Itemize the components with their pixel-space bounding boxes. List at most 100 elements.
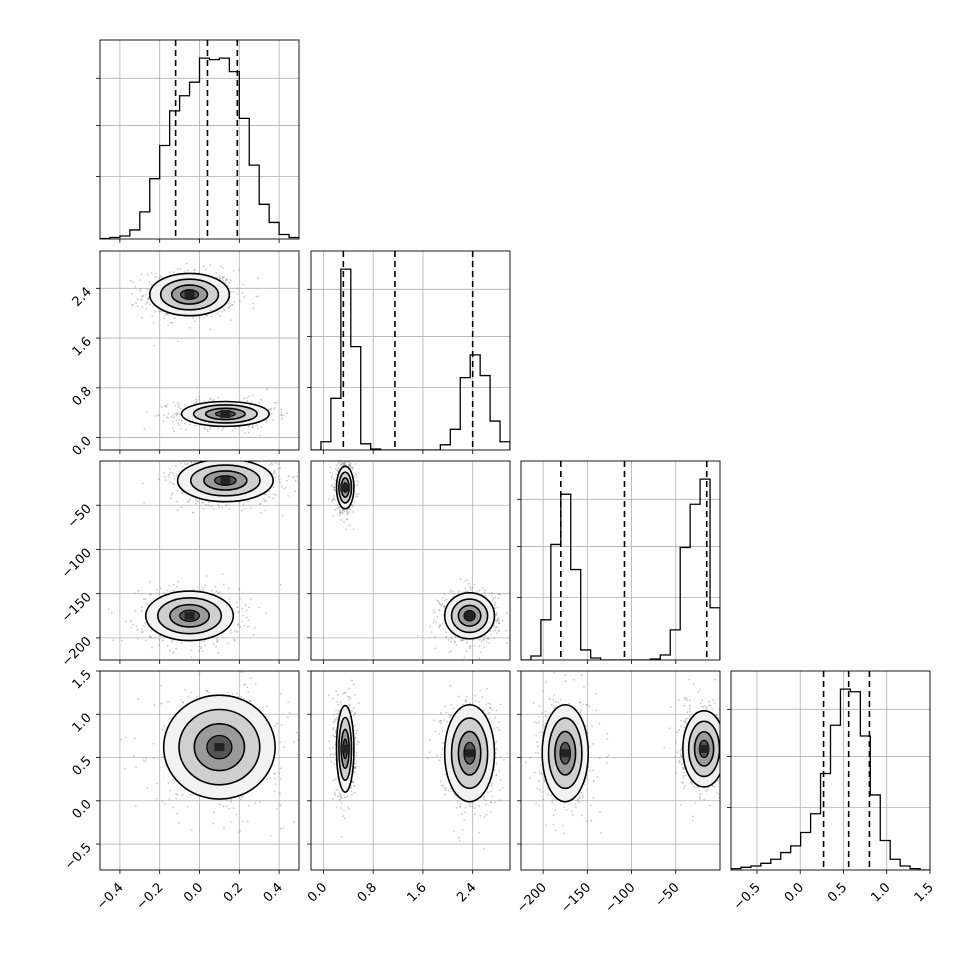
sample-point — [180, 492, 183, 494]
y-tick-label: 2.4 — [70, 285, 95, 310]
sample-point — [246, 458, 248, 460]
y-tick-label: 1.5 — [70, 667, 95, 692]
sample-point — [340, 463, 343, 466]
sample-point — [200, 665, 202, 667]
sample-point — [191, 511, 194, 514]
sample-point — [357, 493, 360, 495]
sample-point — [141, 631, 143, 634]
sample-point — [205, 690, 208, 692]
sample-point — [346, 518, 348, 521]
sample-point — [183, 271, 186, 273]
sample-point — [351, 467, 354, 469]
sample-point — [180, 428, 182, 430]
sample-point — [335, 504, 337, 507]
sample-point — [177, 405, 180, 408]
sample-point — [244, 604, 247, 607]
sample-point — [174, 405, 177, 407]
sample-point — [256, 424, 259, 427]
panel-1-0: 0.00.81.62.4 — [70, 250, 300, 459]
sample-point — [230, 821, 233, 824]
sample-point — [468, 582, 470, 585]
sample-point — [350, 466, 353, 469]
sample-point — [453, 640, 456, 643]
sample-point — [252, 633, 255, 636]
sample-point — [334, 735, 336, 738]
sample-point — [266, 778, 268, 780]
sample-point — [497, 629, 500, 632]
sample-point — [258, 503, 261, 506]
sample-point — [226, 458, 228, 460]
sample-point — [159, 702, 162, 705]
sample-point — [159, 310, 162, 313]
sample-point — [136, 298, 139, 301]
sample-point — [125, 620, 127, 623]
sample-point — [280, 413, 283, 416]
sample-point — [176, 812, 179, 815]
sample-point — [331, 484, 333, 487]
sample-point — [270, 458, 272, 460]
sample-point — [204, 644, 207, 647]
sample-point — [487, 637, 490, 639]
sample-point — [154, 272, 157, 275]
sample-point — [348, 666, 350, 668]
sample-point — [184, 428, 187, 431]
sample-point — [352, 781, 355, 784]
sample-point — [247, 805, 250, 807]
sample-point — [227, 444, 229, 446]
sample-point — [227, 587, 230, 590]
sample-point — [178, 424, 181, 426]
sample-point — [198, 395, 201, 398]
sample-point — [348, 687, 350, 690]
sample-point — [331, 697, 334, 700]
sample-point — [173, 477, 176, 480]
sample-point — [348, 524, 351, 527]
sample-point — [229, 291, 232, 293]
sample-point — [279, 466, 281, 469]
sample-point — [228, 306, 231, 308]
sample-point — [170, 497, 172, 500]
sample-point — [339, 511, 342, 514]
sample-point — [176, 793, 179, 796]
sample-point — [158, 638, 161, 641]
sample-point — [354, 732, 357, 735]
sample-point — [441, 622, 444, 625]
sample-point — [244, 432, 247, 434]
sample-point — [233, 640, 236, 642]
sample-point — [438, 625, 441, 628]
sample-point — [494, 626, 497, 629]
sample-point — [222, 583, 225, 586]
sample-point — [356, 495, 359, 498]
sample-point — [131, 293, 133, 295]
sample-point — [178, 822, 180, 824]
sample-point — [274, 476, 277, 479]
sample-point — [496, 606, 499, 609]
sample-point — [206, 689, 208, 692]
sample-point — [162, 420, 165, 422]
sample-point — [492, 597, 495, 599]
sample-point — [190, 691, 193, 694]
sample-point — [292, 476, 294, 478]
sample-point — [342, 815, 344, 817]
sample-point — [328, 747, 331, 750]
sample-point — [185, 262, 188, 265]
sample-point — [193, 446, 195, 448]
sample-point — [143, 625, 146, 627]
sample-point — [334, 719, 337, 722]
sample-point — [333, 477, 335, 480]
sample-point — [222, 573, 224, 576]
sample-point — [450, 636, 453, 639]
sample-point — [124, 736, 127, 739]
sample-point — [497, 622, 500, 625]
sample-point — [337, 467, 339, 469]
sample-point — [352, 714, 355, 717]
sample-point — [348, 696, 350, 698]
sample-point — [150, 636, 153, 639]
sample-point — [469, 647, 471, 650]
sample-point — [230, 800, 233, 803]
sample-point — [225, 505, 228, 507]
sample-point — [141, 296, 144, 298]
sample-point — [200, 647, 203, 650]
sample-point — [149, 580, 152, 583]
sample-point — [293, 476, 295, 479]
sample-point — [300, 787, 302, 789]
